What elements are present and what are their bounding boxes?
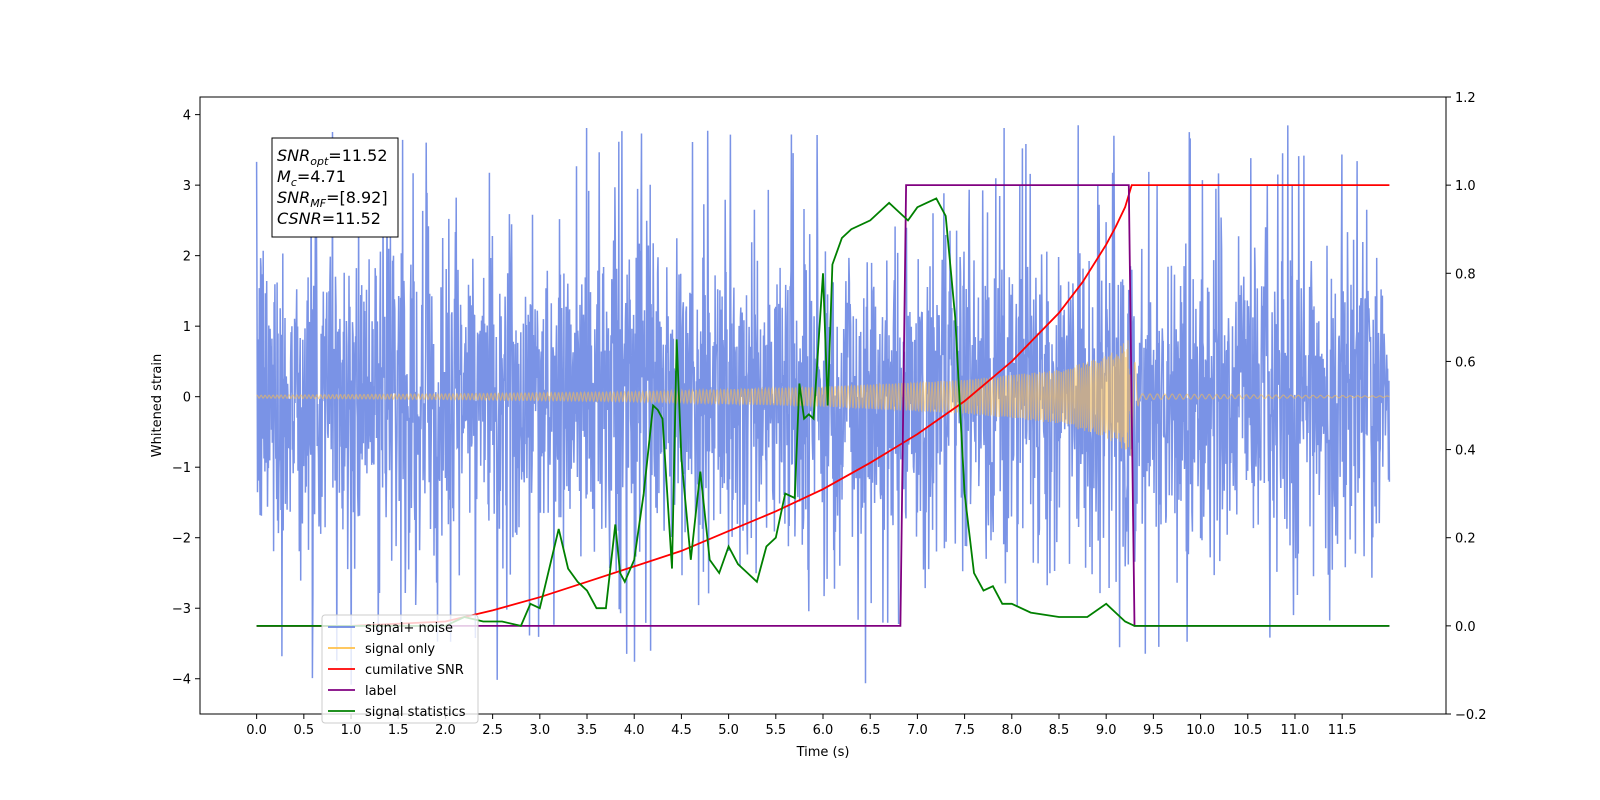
x-tick-label: 4.0 <box>624 723 645 738</box>
x-tick-label: 10.0 <box>1186 723 1215 738</box>
y-tick-label: 3 <box>183 179 191 194</box>
y2-tick-label: 0.4 <box>1455 444 1476 459</box>
annotation-line: SNRMF=[8.92] <box>277 188 388 210</box>
annotation-frame <box>271 137 399 238</box>
legend-label: signal only <box>365 642 435 657</box>
legend-label: signal statistics <box>365 705 466 720</box>
axes: 0.0 0.5 1.0 1.5 2.0 2.5 3.0 3.5 4.0 4.5 5.0 5.5 6.0 6… <box>150 91 1487 760</box>
legend-label: label <box>365 684 396 699</box>
x-tick-label: 0.0 <box>246 723 267 738</box>
x-tick-label: 5.5 <box>765 723 786 738</box>
x-tick-label: 2.5 <box>482 723 503 738</box>
x-tick-label: 8.0 <box>1001 723 1022 738</box>
annotation-line: SNRopt=11.52 <box>277 146 388 168</box>
y-tick-label: −2 <box>172 532 191 547</box>
y-tick-label: −3 <box>172 602 191 617</box>
y2-tick-label: 0.0 <box>1455 620 1476 635</box>
plot-area <box>255 125 1391 685</box>
x-tick-label: 2.0 <box>435 723 456 738</box>
x-tick-label: 9.5 <box>1143 723 1164 738</box>
x-tick-label: 7.5 <box>954 723 975 738</box>
x-tick-label: 11.0 <box>1280 723 1309 738</box>
legend-frame <box>321 614 479 724</box>
y-tick-label: 2 <box>183 250 191 265</box>
x-tick-label: 3.5 <box>577 723 598 738</box>
series-signal-statistics <box>256 197 1390 627</box>
x-tick-label: 4.5 <box>671 723 692 738</box>
legend: signal+ noise signal only cumilative SNR la… <box>321 614 479 724</box>
x-tick-label: 0.5 <box>293 723 314 738</box>
x-tick-label: 3.0 <box>529 723 550 738</box>
y-tick-label: −1 <box>172 461 191 476</box>
series-signal-noise <box>255 125 1391 685</box>
y-tick-label: 1 <box>183 320 191 335</box>
x-tick-label: 6.0 <box>813 723 834 738</box>
x-tick-label: 6.5 <box>860 723 881 738</box>
x-tick-label: 5.0 <box>718 723 739 738</box>
y-tick-label: 0 <box>183 391 191 406</box>
x-axis-label: Time (s) <box>796 745 850 760</box>
series-signal-only <box>256 340 1390 457</box>
x-tick-label: 1.5 <box>388 723 409 738</box>
y2-tick-label: −0.2 <box>1455 708 1487 723</box>
legend-label: cumilative SNR <box>365 663 464 678</box>
legend-label: signal+ noise <box>365 621 453 636</box>
annotation-box: SNRopt=11.52Mc=4.71SNRMF=[8.92]CSNR=11.5… <box>271 137 399 238</box>
y-tick-label: 4 <box>183 109 191 124</box>
y2-tick-label: 1.0 <box>1455 179 1476 194</box>
x-tick-label: 10.5 <box>1233 723 1262 738</box>
annotation-line: Mc=4.71 <box>277 167 346 189</box>
x-tick-label: 9.0 <box>1096 723 1117 738</box>
annotation-line: CSNR=11.52 <box>277 209 381 228</box>
y-axis-label: Whitened strain <box>150 354 165 457</box>
x-tick-label: 11.5 <box>1328 723 1357 738</box>
y2-tick-label: 0.2 <box>1455 532 1476 547</box>
series-cumilative-snr <box>256 184 1390 627</box>
y2-tick-label: 1.2 <box>1455 91 1476 106</box>
x-tick-label: 8.5 <box>1049 723 1070 738</box>
y2-tick-label: 0.6 <box>1455 355 1476 370</box>
x-tick-label: 7.0 <box>907 723 928 738</box>
x-tick-label: 1.0 <box>341 723 362 738</box>
y-tick-label: −4 <box>172 673 191 688</box>
y2-tick-label: 0.8 <box>1455 267 1476 282</box>
